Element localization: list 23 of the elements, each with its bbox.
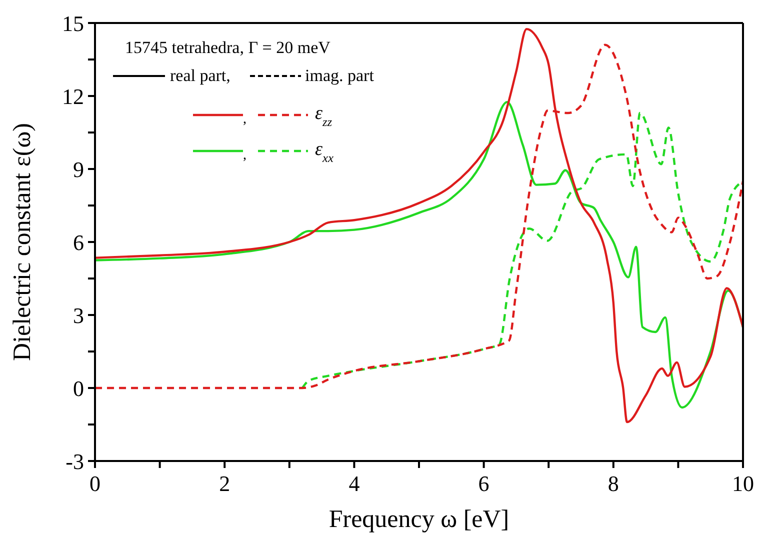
y-tick-label: 3 [73, 303, 84, 328]
legend-title: 15745 tetrahedra, Γ = 20 meV [125, 38, 332, 57]
annotation: real part, [170, 66, 230, 85]
x-tick-label: 8 [608, 471, 619, 496]
annotation: imag. part [305, 66, 374, 85]
x-tick-label: 0 [90, 471, 100, 496]
annotation: , [243, 148, 246, 163]
x-tick-label: 2 [219, 471, 230, 496]
annotation: , [243, 112, 246, 127]
x-tick-label: 4 [348, 471, 360, 496]
y-tick-label: 12 [62, 84, 84, 109]
x-axis-title: Frequency ω [eV] [328, 506, 510, 533]
y-tick-label: 9 [73, 157, 84, 182]
y-axis-title: Dielectric constant ε(ω) [9, 123, 36, 361]
y-tick-label: 0 [73, 376, 84, 401]
legend-label: ε$_{zz}$ [315, 103, 332, 129]
x-tick-label: 6 [478, 471, 490, 496]
x-tick-label: 10 [732, 471, 754, 496]
line-series [95, 100, 743, 409]
y-tick-label: -3 [66, 449, 84, 474]
y-tick-label: 15 [62, 11, 84, 36]
legend-label: ε$_{xx}$ [315, 139, 334, 165]
y-tick-label: 6 [73, 230, 84, 255]
